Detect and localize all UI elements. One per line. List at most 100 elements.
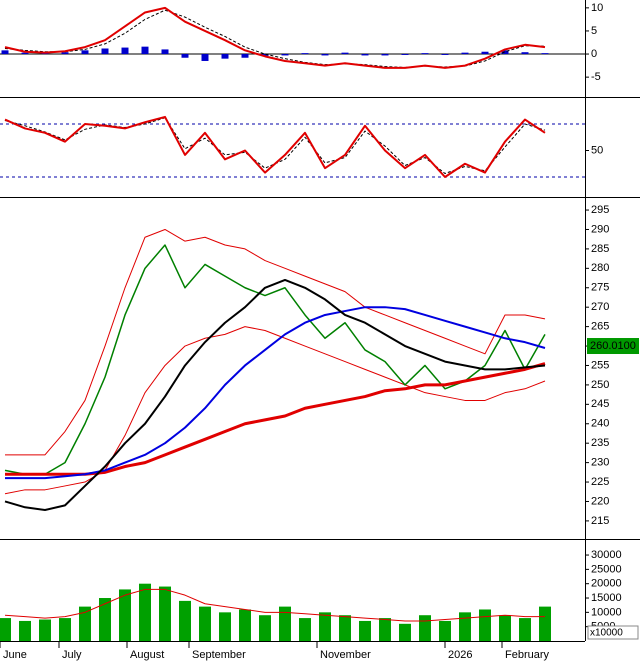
last-value-label: 260.0100: [590, 340, 636, 352]
x-tick-label: August: [130, 649, 164, 661]
y-tick-label: 30000: [591, 549, 622, 561]
bar: [361, 54, 369, 56]
bar: [499, 615, 511, 641]
y-tick-label: 275: [591, 282, 609, 294]
y-tick-label: 270: [591, 301, 609, 313]
bar: [519, 618, 531, 641]
bar: [179, 600, 191, 641]
unit-box: [587, 625, 639, 640]
y-tick-label: 50: [591, 144, 603, 156]
y-tick-label: -5: [591, 71, 601, 83]
y-tick-label: 220: [591, 495, 609, 507]
bar: [379, 618, 391, 641]
bar: [341, 52, 349, 55]
bar: [539, 606, 551, 641]
y-tick-label: 15000: [591, 592, 622, 604]
y-tick-label: 10: [591, 2, 603, 14]
bar: [381, 54, 389, 56]
y-tick-label: 295: [591, 204, 609, 216]
y-tick-label: 5: [591, 25, 597, 37]
bar: [221, 54, 229, 59]
bar: [119, 589, 131, 641]
series-line: [4, 115, 546, 179]
bar: [241, 54, 249, 58]
bar: [181, 54, 189, 58]
x-tick-label: 2026: [448, 649, 472, 661]
bar: [401, 54, 409, 55]
bar: [421, 53, 429, 55]
series-line: [4, 588, 545, 622]
y-tick-label: 0: [591, 48, 597, 60]
y-tick-label: 235: [591, 437, 609, 449]
bar: [39, 619, 51, 641]
bar: [339, 615, 351, 641]
series-line: [4, 278, 546, 512]
bar: [239, 609, 251, 641]
bar: [459, 612, 471, 641]
y-tick-label: 225: [591, 476, 609, 488]
x-tick-label: February: [505, 649, 550, 661]
y-tick-label: 240: [591, 418, 609, 430]
bar: [121, 47, 129, 55]
bar: [141, 46, 149, 55]
y-tick-label: 255: [591, 359, 609, 371]
bar: [321, 54, 329, 56]
series-line: [4, 6, 546, 69]
series-line: [4, 244, 546, 476]
bar: [261, 54, 269, 56]
bar: [99, 598, 111, 641]
bar: [441, 54, 449, 55]
bar: [19, 620, 31, 641]
y-tick-label: 250: [591, 379, 609, 391]
series-line: [5, 228, 546, 456]
last-value-box: [587, 338, 639, 355]
y-tick-label: 230: [591, 457, 609, 469]
bar: [541, 53, 549, 55]
bar: [21, 52, 29, 55]
x-tick-label: September: [192, 649, 246, 661]
bar: [259, 615, 271, 641]
bar: [399, 623, 411, 641]
bar: [319, 612, 331, 641]
bar: [81, 50, 89, 55]
bar: [201, 54, 209, 61]
bar: [281, 54, 289, 56]
bar: [359, 620, 371, 641]
bar: [159, 586, 171, 641]
y-tick-label: 290: [591, 223, 609, 235]
bar: [279, 606, 291, 641]
bar: [0, 618, 11, 641]
y-tick-label: 20000: [591, 578, 622, 590]
y-tick-label: 285: [591, 243, 609, 255]
y-tick-label: 25000: [591, 563, 622, 575]
bar: [439, 620, 451, 641]
bar: [219, 612, 231, 641]
bar: [59, 618, 71, 641]
series-line: [5, 306, 546, 480]
x-tick-label: June: [3, 649, 27, 661]
y-tick-label: 215: [591, 515, 609, 527]
y-tick-label: 245: [591, 398, 609, 410]
bar: [61, 52, 69, 55]
bar: [139, 583, 151, 641]
bar: [1, 50, 9, 55]
bar: [161, 49, 169, 55]
bar: [101, 48, 109, 55]
bar: [501, 50, 509, 55]
bar: [479, 609, 491, 641]
bar: [481, 51, 489, 55]
unit-label: x10000: [590, 628, 623, 639]
bar: [419, 615, 431, 641]
bar: [79, 606, 91, 641]
y-tick-label: 10000: [591, 606, 622, 618]
bar: [301, 53, 309, 55]
bar: [299, 618, 311, 641]
x-tick-label: November: [320, 649, 371, 661]
bar: [521, 52, 529, 55]
bar: [199, 606, 211, 641]
bar: [461, 52, 469, 55]
y-tick-label: 280: [591, 262, 609, 274]
x-tick-label: July: [62, 649, 82, 661]
